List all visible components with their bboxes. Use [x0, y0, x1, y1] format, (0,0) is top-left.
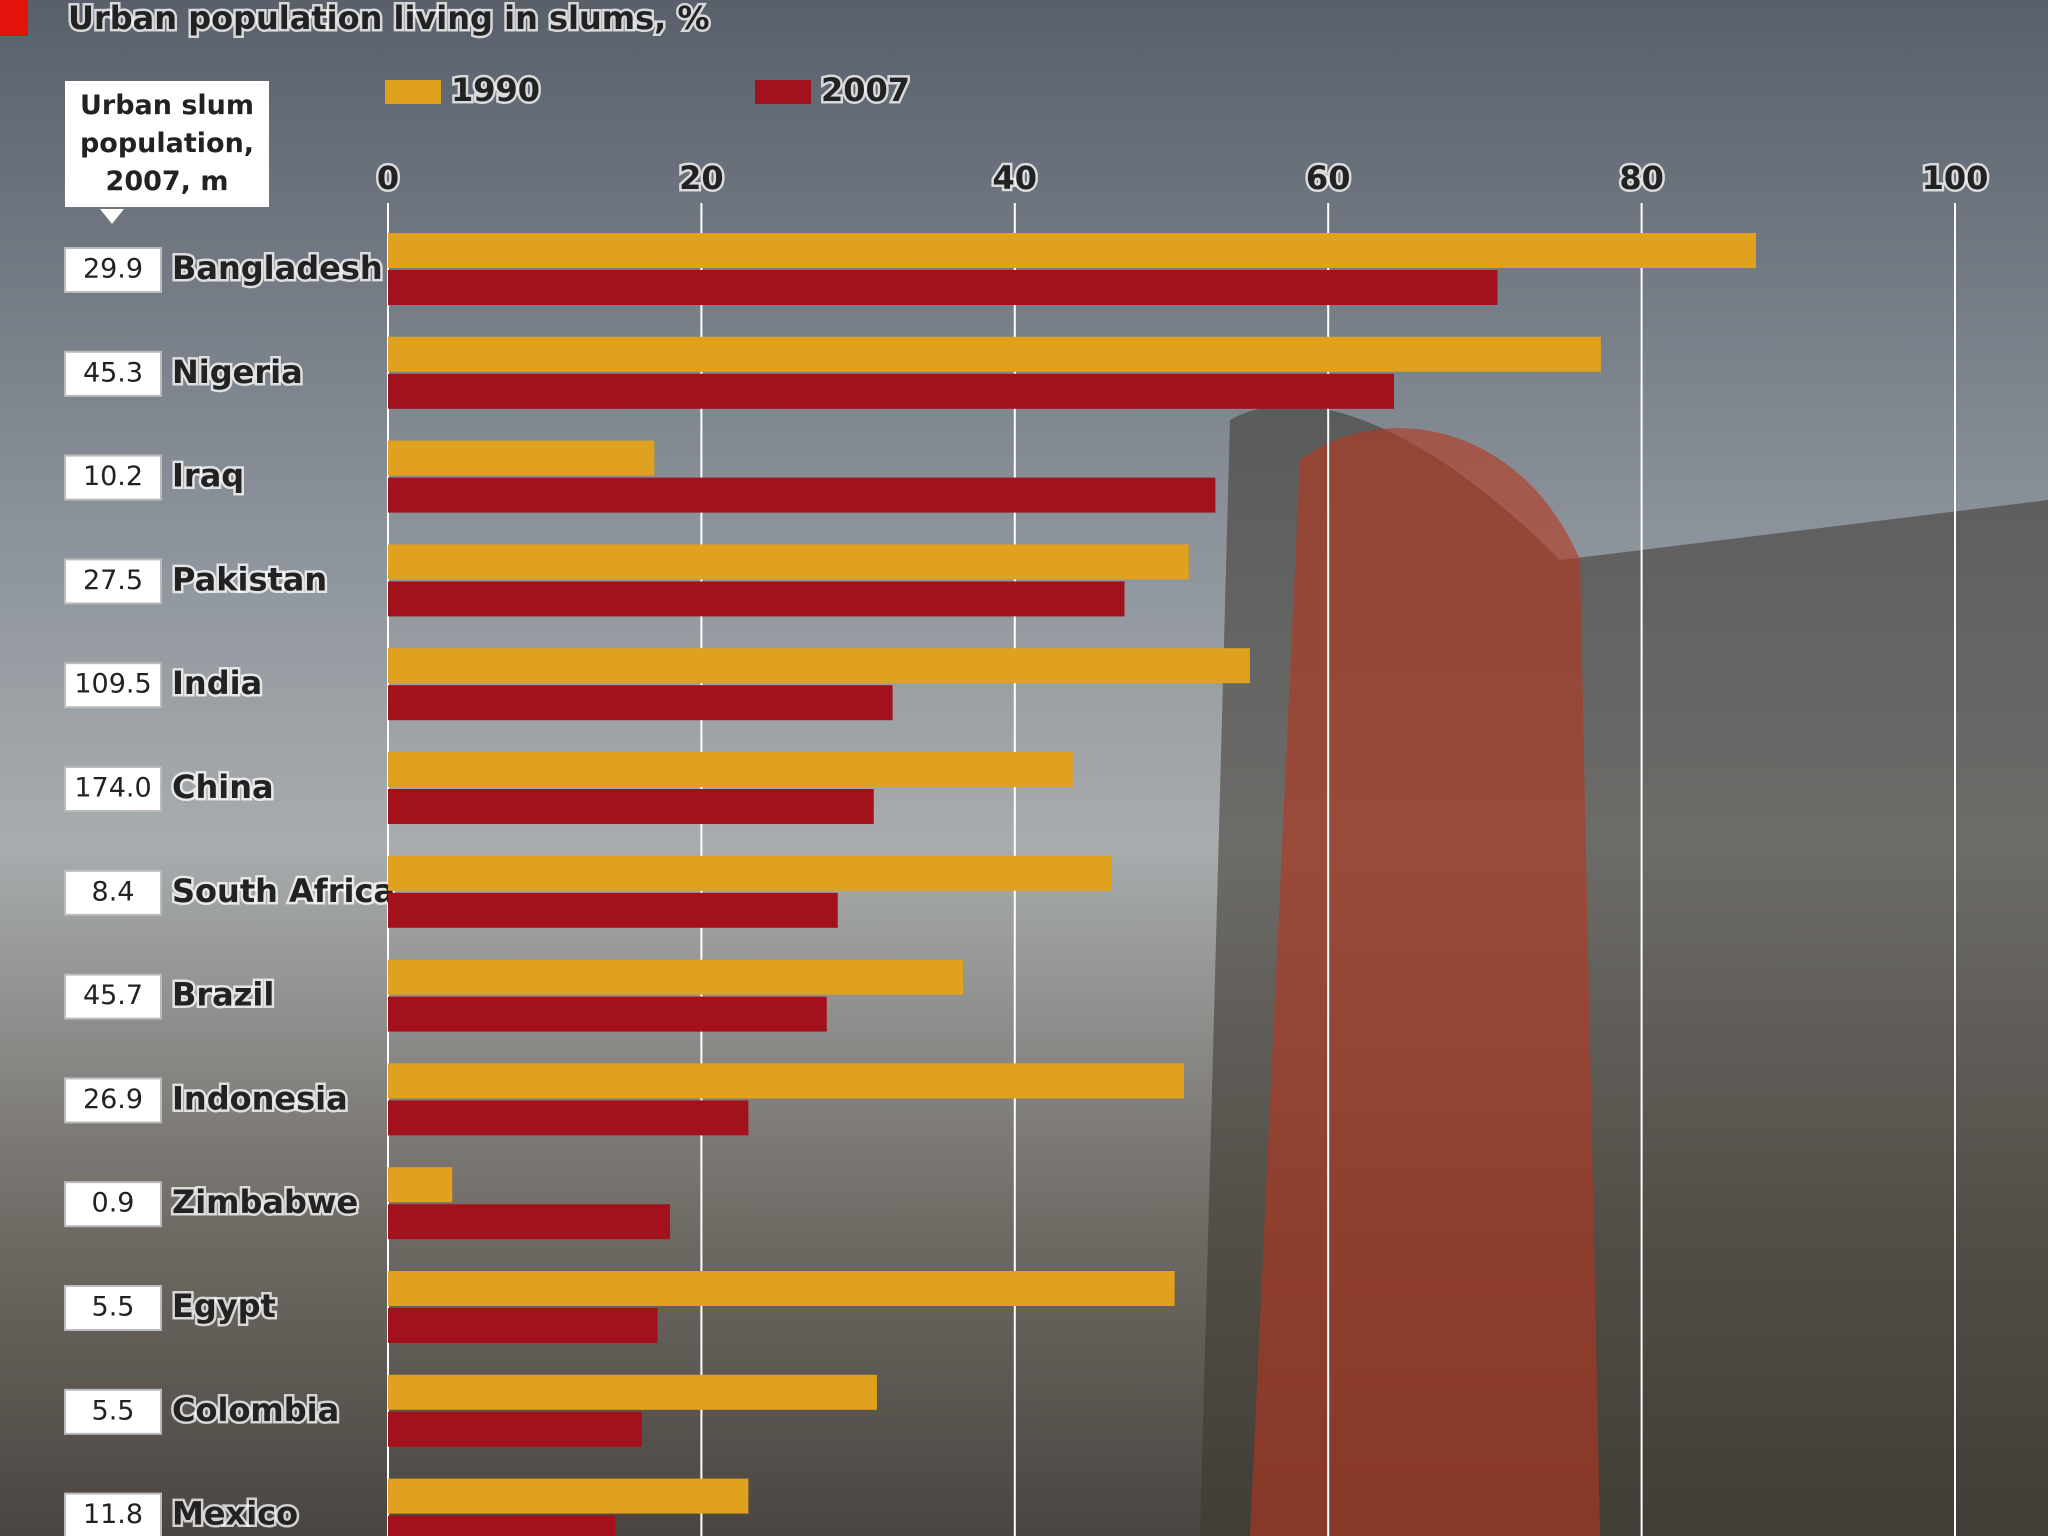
chart-title: Urban population living in slums, %: [68, 0, 710, 37]
bar: [388, 648, 1250, 684]
y-tick-label: Pakistan: [172, 560, 327, 598]
bar: [388, 1478, 749, 1514]
y-tick-label: Zimbabwe: [172, 1183, 358, 1221]
callout-pointer: [100, 209, 124, 224]
bar: [388, 1167, 453, 1203]
y-tick-label: Egypt: [172, 1287, 276, 1325]
bar: [388, 892, 838, 928]
x-tick-label: 20: [679, 159, 724, 197]
value-box: [64, 350, 162, 397]
x-tick-label: 80: [1619, 159, 1664, 197]
value-box: [64, 247, 162, 293]
bar: [388, 855, 1112, 891]
bar: [388, 1308, 658, 1343]
y-tick-label: South Africa: [172, 872, 395, 910]
legend-label: 1990: [451, 71, 540, 109]
y-tick-label: Bangladesh: [172, 249, 383, 287]
y-tick-label: Mexico: [172, 1495, 298, 1533]
value-box: [64, 558, 162, 605]
legend-swatch: [755, 80, 811, 104]
bar: [388, 440, 655, 476]
x-tick-label: 40: [993, 159, 1038, 197]
value-box: [64, 454, 162, 501]
annotation-value: 27.5: [83, 565, 143, 596]
bar: [388, 336, 1601, 372]
annotation-value: 11.8: [83, 1499, 143, 1530]
annotation-value: 45.7: [83, 980, 143, 1011]
annotation-value: 45.3: [83, 357, 143, 388]
bar: [388, 752, 1073, 787]
bar: [388, 477, 1216, 513]
annotation-value: 5.5: [92, 1395, 135, 1426]
bar: [388, 1063, 1185, 1099]
annotation-value: 174.0: [74, 773, 151, 804]
x-tick-label: 100: [1922, 159, 1989, 197]
annotation-value: 109.5: [74, 669, 151, 700]
value-box: [64, 869, 162, 916]
value-box: [64, 973, 162, 1020]
y-tick-label: Nigeria: [172, 353, 303, 391]
y-tick-label: China: [172, 768, 274, 806]
y-tick-label: Brazil: [172, 976, 274, 1014]
bar: [388, 1374, 877, 1410]
annotation-value: 29.9: [83, 254, 143, 285]
annotation-title: Urban slum population, 2007, m: [65, 81, 269, 207]
bar: [388, 544, 1189, 580]
value-box: [64, 662, 162, 709]
legend-swatch: [385, 80, 441, 104]
bar: [388, 270, 1498, 305]
annotation-value: 26.9: [83, 1084, 143, 1115]
brand-mark: [0, 0, 28, 36]
annotation-value: 0.9: [92, 1188, 135, 1219]
annotation-value: 5.5: [92, 1292, 135, 1323]
value-box: [64, 1285, 162, 1331]
bar: [388, 685, 893, 721]
y-tick-label: Colombia: [172, 1391, 339, 1429]
value-box: [64, 766, 162, 812]
bar: [388, 1204, 671, 1240]
bar: [388, 1515, 616, 1536]
value-box: [64, 1388, 162, 1435]
bar: [388, 373, 1395, 409]
annotation-value: 8.4: [92, 876, 135, 907]
legend-label: 2007: [821, 71, 910, 109]
y-tick-label: Indonesia: [172, 1079, 348, 1117]
bar: [388, 959, 964, 995]
x-tick-label: 60: [1306, 159, 1351, 197]
bar: [388, 996, 827, 1032]
y-tick-label: Iraq: [172, 457, 244, 495]
bar: [388, 1100, 749, 1136]
annotation-value: 10.2: [83, 461, 143, 492]
bar: [388, 581, 1125, 617]
y-tick-label: India: [172, 664, 262, 702]
bar: [388, 1271, 1175, 1306]
bar: [388, 233, 1756, 268]
bar: [388, 1411, 642, 1447]
value-box: [64, 1492, 162, 1536]
bar: [388, 789, 874, 824]
value-box: [64, 1077, 162, 1124]
value-box: [64, 1181, 162, 1228]
photo-figure: [1250, 428, 1600, 1536]
x-tick-label: 0: [377, 159, 399, 197]
